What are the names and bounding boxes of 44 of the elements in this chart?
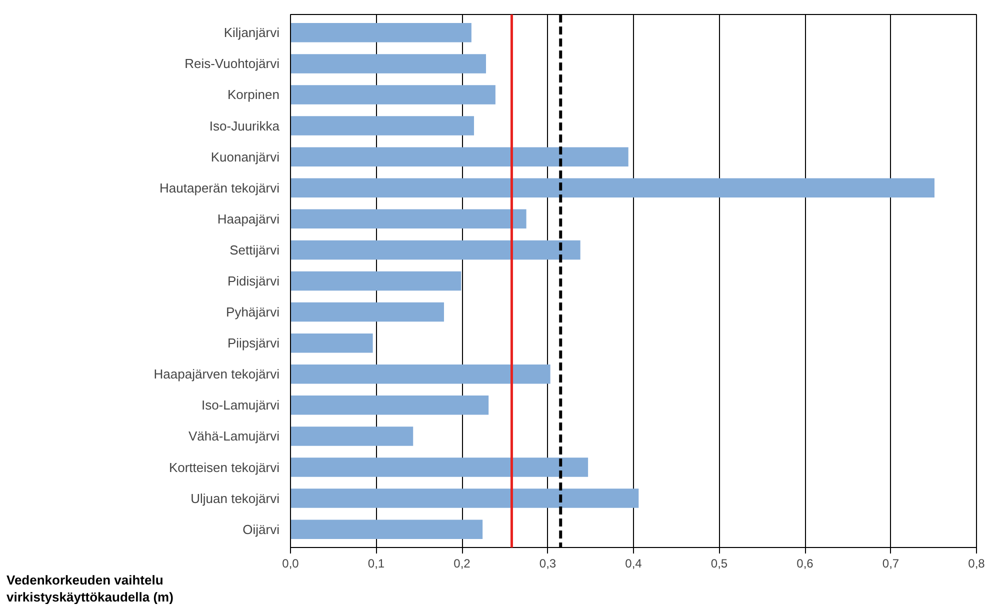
bar <box>290 147 628 166</box>
y-tick-label: Haapajärvi <box>217 211 280 226</box>
bar <box>290 54 486 74</box>
bar <box>290 302 444 322</box>
y-tick-label: Iso-Juurikka <box>209 118 280 134</box>
y-tick-label: Korpinen <box>227 87 280 102</box>
bar <box>290 426 414 446</box>
bar <box>290 209 526 229</box>
y-tick-label: Oijärvi <box>242 522 280 537</box>
y-tick-label: Hautaperän tekojärvi <box>160 180 280 196</box>
bar <box>290 178 934 198</box>
y-tick-label: Iso-Lamujärvi <box>201 398 280 413</box>
y-tick-label: Vähä-Lamujärvi <box>188 428 280 444</box>
bar <box>290 240 580 260</box>
x-tick-label: 0,2 <box>454 556 471 570</box>
bar <box>290 271 462 291</box>
x-tick-label: 0,4 <box>625 556 642 570</box>
x-axis-title: Vedenkorkeuden vaihtelu virkistyskäyttökaudella (m) <box>6 572 174 604</box>
y-tick-label: Pyhäjärvi <box>226 304 280 320</box>
bar <box>290 333 373 353</box>
y-tick-label: Settijärvi <box>230 242 280 258</box>
bar <box>290 488 639 508</box>
x-tick-label: 0,0 <box>282 556 300 570</box>
bar <box>290 364 550 384</box>
bar <box>290 396 489 415</box>
bar <box>290 23 472 42</box>
y-tick-label: Piipsjärvi <box>227 336 280 351</box>
x-tick-label: 0,5 <box>710 556 728 570</box>
y-tick-label: Pidisjärvi <box>227 274 280 288</box>
bar <box>290 85 496 104</box>
x-tick-label: 0,1 <box>368 556 385 570</box>
x-tick-label: 0,8 <box>968 556 986 570</box>
y-tick-label: Kuonanjärvi <box>210 149 280 164</box>
x-tick-label: 0,3 <box>539 556 556 570</box>
y-tick-label: Haapajärven tekojärvi <box>154 366 280 382</box>
bar <box>290 520 483 539</box>
y-tick-label: Kortteisen tekojärvi <box>168 460 280 475</box>
x-tick-label: 0,7 <box>882 556 900 570</box>
bar <box>290 116 474 136</box>
y-tick-label: Kiljanjärvi <box>224 25 280 40</box>
x-tick-label: 0,6 <box>796 556 814 570</box>
y-tick-label: Reis-Vuohtojärvi <box>184 56 280 72</box>
bar <box>290 458 588 477</box>
y-tick-label: Uljuan tekojärvi <box>190 490 280 506</box>
